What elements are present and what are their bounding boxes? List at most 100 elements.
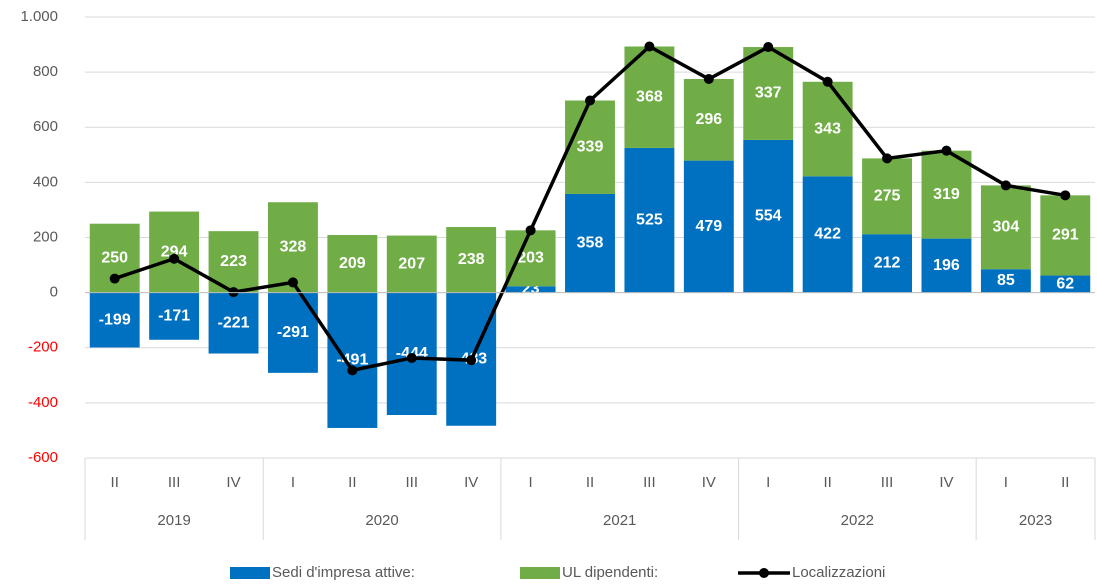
line-point	[585, 95, 595, 106]
line-point	[1000, 180, 1011, 191]
bar	[683, 160, 734, 293]
line-point	[822, 76, 833, 87]
data-label: 203	[517, 250, 544, 267]
y-tick-label: 800	[33, 63, 58, 80]
bar	[505, 230, 556, 287]
x-group-label: 2022	[841, 512, 874, 529]
x-group-label: 2023	[1019, 512, 1052, 529]
bar	[327, 235, 378, 293]
x-tick-label: II	[586, 474, 594, 491]
data-label: -291	[277, 324, 309, 341]
legend-swatch	[520, 567, 560, 579]
data-label: 275	[874, 188, 901, 205]
line-point	[703, 74, 714, 85]
data-label: 358	[577, 235, 604, 252]
x-group-label: 2019	[157, 512, 190, 529]
line-point	[466, 355, 477, 366]
data-label: 328	[280, 239, 307, 256]
y-tick-label: -200	[28, 339, 58, 356]
x-tick-label: I	[529, 474, 533, 491]
data-label: 525	[636, 211, 663, 228]
x-tick-label: IV	[702, 474, 716, 491]
y-tick-label: -600	[28, 449, 58, 466]
data-label: 196	[933, 257, 960, 274]
bar	[921, 150, 972, 239]
data-label: 291	[1052, 227, 1079, 244]
bar	[208, 292, 259, 354]
data-label: 294	[161, 243, 188, 260]
data-label: 479	[695, 218, 722, 235]
data-label: 85	[997, 272, 1015, 289]
data-label: 296	[695, 111, 722, 128]
bar	[862, 158, 913, 235]
data-label: 207	[398, 255, 425, 272]
data-label: 238	[458, 251, 485, 268]
x-tick-label: I	[766, 474, 770, 491]
x-tick-label: I	[1004, 474, 1008, 491]
x-tick-label: IV	[226, 474, 240, 491]
bar	[565, 100, 615, 194]
bar	[862, 234, 913, 293]
data-label: 304	[993, 219, 1020, 236]
bar	[624, 147, 675, 293]
y-tick-label: -400	[28, 394, 58, 411]
data-label: 62	[1056, 275, 1074, 292]
x-tick-label: II	[348, 474, 356, 491]
legend-label: UL dipendenti:	[562, 564, 658, 581]
data-label: 319	[933, 186, 960, 203]
data-label: -221	[218, 314, 250, 331]
bar	[921, 238, 972, 293]
line-point	[169, 253, 180, 264]
bar	[386, 235, 437, 293]
y-tick-label: 400	[33, 173, 58, 190]
legend-label: Localizzazioni	[792, 564, 885, 581]
y-tick-label: 600	[33, 118, 58, 135]
data-label: 554	[755, 207, 782, 224]
line-point	[228, 287, 239, 298]
data-label: 212	[874, 255, 901, 272]
data-label: 223	[220, 253, 247, 270]
bar	[980, 185, 1031, 270]
legend-label: Sedi d'impresa attive:	[272, 564, 415, 581]
bar	[683, 79, 734, 161]
x-tick-label: II	[111, 474, 119, 491]
x-group-label: 2020	[365, 512, 398, 529]
bar	[980, 269, 1031, 293]
bar	[327, 292, 378, 428]
line-point	[109, 273, 120, 284]
x-tick-label: III	[168, 474, 181, 491]
line-point	[525, 225, 536, 236]
x-tick-label: II	[823, 474, 831, 491]
bar	[505, 286, 556, 293]
bar	[149, 292, 200, 340]
bar	[1040, 275, 1091, 293]
line-point	[1060, 190, 1071, 201]
x-group-label: 2021	[603, 512, 636, 529]
data-label: 368	[636, 88, 663, 105]
line-point	[644, 41, 655, 52]
bar	[743, 139, 794, 293]
x-tick-label: IV	[939, 474, 953, 491]
x-tick-label: III	[643, 474, 656, 491]
line-point	[287, 277, 298, 288]
line-point	[763, 42, 774, 53]
bar	[89, 292, 140, 348]
data-label: 209	[339, 255, 366, 272]
y-tick-label: 1.000	[20, 8, 58, 25]
legend-swatch	[759, 568, 769, 578]
x-tick-label: IV	[464, 474, 478, 491]
y-tick-label: 200	[33, 228, 58, 245]
x-tick-label: II	[1061, 474, 1069, 491]
data-label: -199	[99, 311, 131, 328]
legend-swatch	[230, 567, 270, 579]
bar	[802, 176, 853, 293]
data-label: 343	[814, 120, 841, 137]
x-tick-label: I	[291, 474, 295, 491]
data-label: 250	[101, 249, 128, 266]
line-point	[406, 352, 417, 363]
bar	[446, 227, 497, 293]
bar	[802, 81, 853, 177]
line-point	[347, 365, 358, 376]
